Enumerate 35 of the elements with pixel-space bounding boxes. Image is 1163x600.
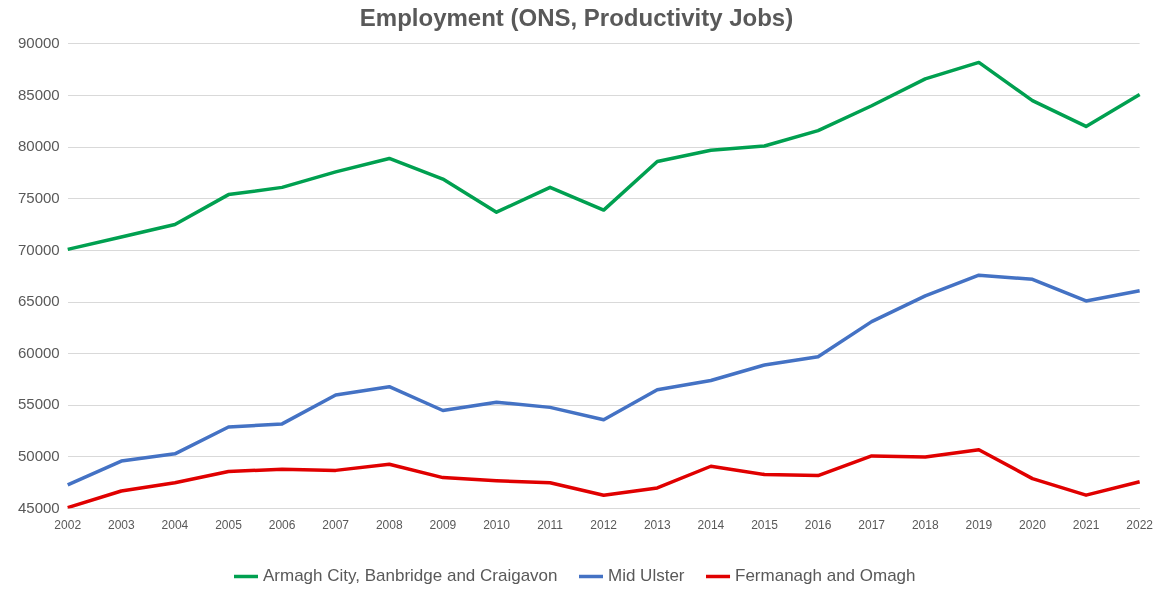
legend-label: Fermanagh and Omagh: [735, 566, 916, 586]
x-tick-label: 2014: [697, 518, 725, 533]
y-tick-label: 45000: [17, 498, 60, 516]
x-tick-label: 2021: [1072, 518, 1100, 533]
x-tick-label: 2007: [322, 518, 350, 533]
x-tick-label: 2017: [858, 518, 886, 533]
y-tick-label: 75000: [17, 188, 60, 206]
legend-label: Armagh City, Banbridge and Craigavon: [262, 566, 558, 586]
x-tick-label: 2016: [804, 518, 832, 533]
x-tick-label: 2004: [161, 518, 189, 533]
x-tick-label: 2020: [1019, 518, 1047, 533]
x-tick-label: 2012: [590, 518, 618, 533]
x-tick-label: 2003: [107, 518, 135, 533]
x-tick-label: 2018: [911, 518, 939, 533]
x-tick-label: 2005: [215, 518, 243, 533]
legend-label: Mid Ulster: [608, 566, 685, 586]
chart-title: Employment (ONS, Productivity Jobs): [359, 4, 794, 32]
x-tick-label: 2009: [429, 518, 457, 533]
y-tick-label: 60000: [17, 343, 60, 361]
x-tick-label: 2013: [643, 518, 671, 533]
y-tick-label: 90000: [17, 33, 60, 51]
x-tick-label: 2010: [483, 518, 511, 533]
y-tick-label: 65000: [17, 292, 60, 310]
y-tick-label: 85000: [17, 85, 60, 103]
x-tick-label: 2015: [751, 518, 779, 533]
x-tick-label: 2008: [375, 518, 403, 533]
x-tick-label: 2002: [54, 518, 82, 533]
y-tick-label: 70000: [17, 240, 60, 258]
x-tick-label: 2011: [537, 518, 564, 533]
x-tick-label: 2019: [965, 518, 993, 533]
y-tick-label: 80000: [17, 137, 60, 155]
x-tick-label: 2022: [1126, 518, 1154, 533]
y-tick-label: 55000: [17, 395, 60, 413]
x-tick-label: 2006: [268, 518, 296, 533]
y-tick-label: 50000: [17, 447, 60, 465]
